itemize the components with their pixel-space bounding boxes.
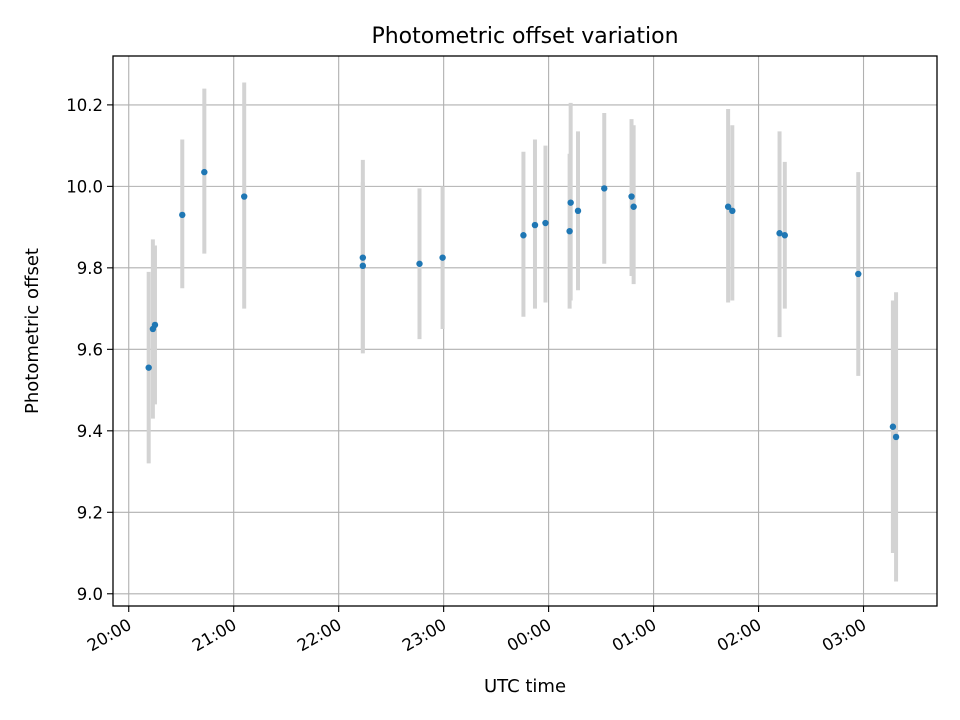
data-point xyxy=(542,219,549,227)
data-point xyxy=(145,364,152,371)
data-point xyxy=(729,207,736,215)
y-tick-label: 9.2 xyxy=(77,503,103,522)
plot-frame xyxy=(112,55,938,607)
data-point xyxy=(179,211,186,219)
data-point xyxy=(416,260,423,267)
data-points xyxy=(145,168,900,441)
data-point xyxy=(574,207,582,215)
data-point xyxy=(889,423,897,430)
data-point xyxy=(601,185,608,192)
y-tick-label: 9.8 xyxy=(77,259,103,278)
data-point xyxy=(359,254,367,261)
data-point xyxy=(201,168,208,176)
data-point xyxy=(628,193,635,200)
data-point xyxy=(567,199,574,206)
y-tick-label: 9.6 xyxy=(77,340,103,359)
data-point xyxy=(359,262,367,270)
data-point xyxy=(776,230,783,237)
y-axis-label: Photometric offset xyxy=(22,248,43,414)
data-point xyxy=(520,232,527,239)
data-point xyxy=(724,203,732,210)
data-point xyxy=(531,221,539,229)
data-point xyxy=(566,227,573,235)
y-axis-ticks: 9.0 9.2 9.4 9.6 9.8 10.0 10.2 xyxy=(66,96,113,604)
data-point xyxy=(855,270,862,278)
x-axis-label: UTC time xyxy=(484,676,566,697)
y-tick-label: 10.0 xyxy=(66,177,103,196)
data-point xyxy=(241,193,248,200)
y-tick-label: 10.2 xyxy=(66,96,103,115)
data-point xyxy=(151,321,159,329)
data-point xyxy=(630,203,637,210)
y-tick-label: 9.4 xyxy=(77,422,103,441)
data-point xyxy=(892,433,900,441)
chart-title: Photometric offset variation xyxy=(371,24,678,49)
data-point xyxy=(781,232,788,239)
data-point xyxy=(439,254,446,261)
y-tick-label: 9.0 xyxy=(77,585,103,604)
